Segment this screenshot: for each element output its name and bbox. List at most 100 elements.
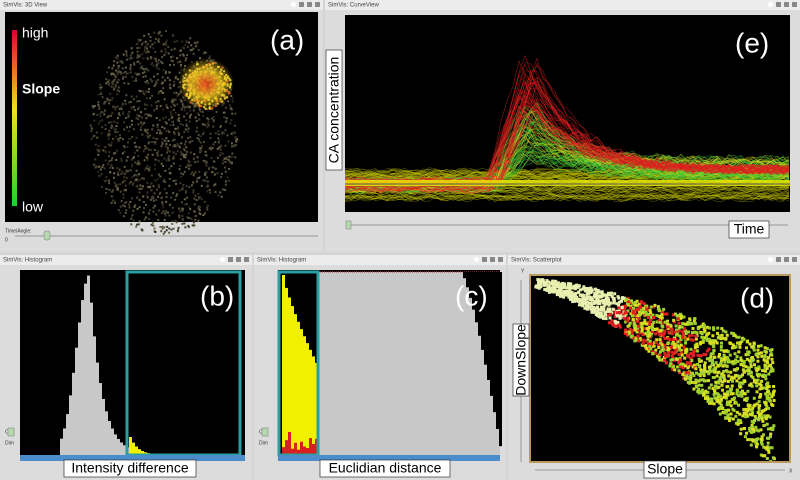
voxel [121,170,124,173]
point [722,377,726,381]
voxel [100,86,103,89]
voxel [136,114,139,117]
point [763,454,767,458]
window-button [768,2,773,7]
voxel [151,221,154,224]
hist-bar [135,446,138,455]
point [702,392,706,396]
voxel [103,101,106,104]
voxel [198,108,201,111]
slider-knob[interactable] [261,427,269,437]
voxel [102,149,105,152]
voxel [231,100,234,103]
point [679,337,683,341]
voxel [228,104,231,107]
voxel [182,54,185,57]
point [751,358,755,362]
voxel [154,163,157,166]
point [645,304,649,308]
point [695,342,699,346]
point [686,320,690,324]
voxel [141,71,144,74]
point [666,354,670,358]
voxel [175,152,178,155]
point [683,356,687,360]
point [629,299,633,303]
voxel [165,200,168,203]
point [753,419,757,423]
voxel [155,66,158,69]
point [656,343,660,347]
voxel [221,162,224,165]
voxel [117,209,120,212]
voxel [181,187,184,190]
hist-bar [138,449,141,455]
voxel [135,77,138,80]
point [705,357,709,361]
point [632,307,636,311]
point [684,371,688,375]
voxel [149,78,152,81]
point [744,353,748,357]
voxel [162,206,165,209]
point [640,329,644,333]
point [570,297,574,301]
hist-bar [309,349,312,455]
point [745,398,749,402]
y-axis-label-box: CA concentration [325,49,343,171]
label-box [63,459,197,478]
voxel [97,101,100,104]
voxel [149,55,152,58]
voxel [168,79,171,82]
point [698,359,702,363]
voxel [149,198,152,201]
window-button [490,257,495,262]
slider-knob[interactable] [7,427,15,437]
voxel [154,141,157,144]
voxel [177,229,180,232]
voxel [90,125,93,128]
point [756,437,760,441]
point [696,327,700,331]
voxel [167,46,170,49]
voxel [171,116,174,119]
point [723,379,727,383]
voxel [173,83,176,86]
point [616,295,620,299]
voxel [168,118,171,121]
slider-knob[interactable] [43,230,51,241]
point [705,370,709,374]
voxel [122,196,125,199]
voxel [120,107,123,110]
panel-label: (b) [200,280,234,311]
voxel [130,158,133,161]
point [728,400,732,404]
point [604,297,608,301]
voxel [161,56,164,59]
voxel [158,193,161,196]
point [594,300,598,304]
voxel [108,155,111,158]
point [600,290,604,294]
point [694,334,698,338]
point [725,333,729,337]
voxel [180,175,183,178]
slider-knob[interactable] [345,220,352,230]
voxel [180,99,183,102]
voxel [124,70,127,73]
voxel [176,125,179,128]
voxel [114,106,117,109]
voxel [199,57,202,60]
voxel [216,172,219,175]
voxel [224,129,227,132]
point [647,347,651,351]
voxel [207,167,210,170]
voxel [157,67,160,70]
point [738,419,742,423]
point [755,442,759,446]
point [666,337,670,341]
voxel [205,171,208,174]
voxel [149,39,152,42]
voxel [172,157,175,160]
voxel [198,140,201,143]
